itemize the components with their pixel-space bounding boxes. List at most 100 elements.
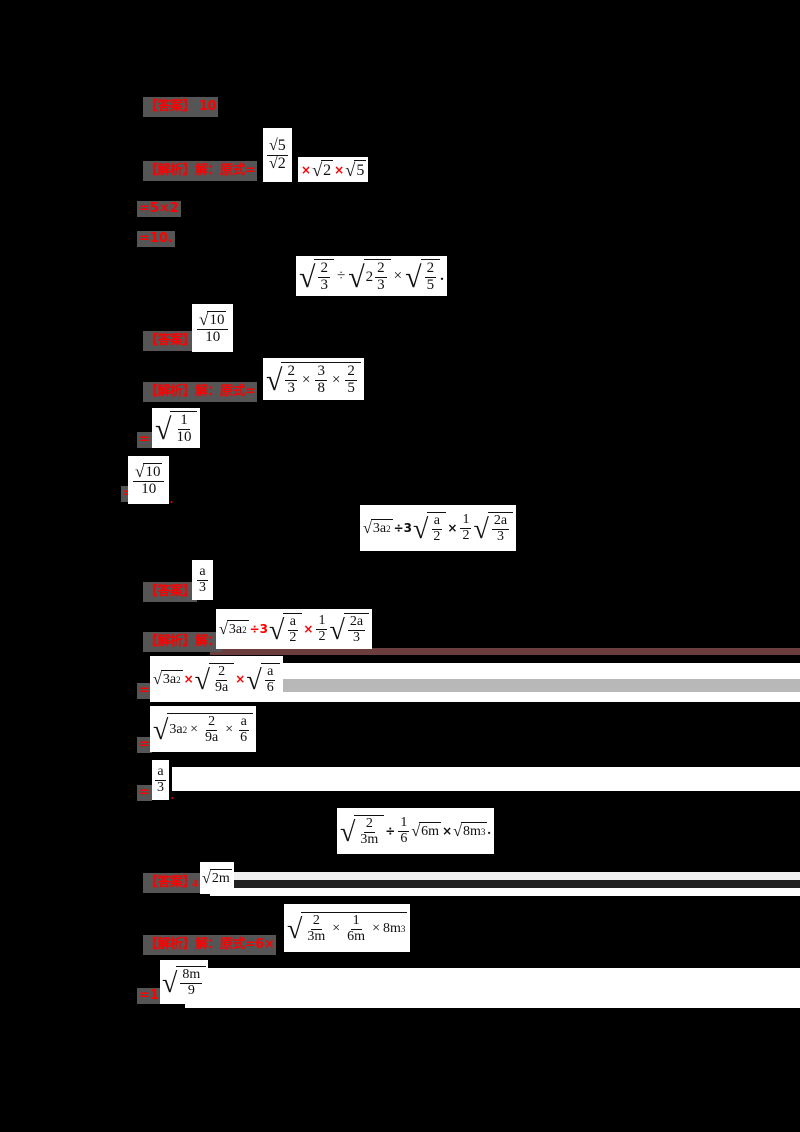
fraction-numerator: 1 — [460, 511, 472, 529]
radical-icon: √ — [340, 817, 356, 849]
answer-label: 【答案】 10 — [143, 97, 219, 117]
radicand: 10 — [143, 462, 163, 480]
sqrt: √ 5 — [345, 159, 367, 181]
radical-icon: √ — [162, 968, 178, 1000]
radical-icon: √ — [345, 160, 356, 181]
fraction-denominator: 10 — [141, 480, 157, 497]
times-operator: × — [334, 162, 345, 177]
artifact-stripe — [210, 872, 800, 880]
fraction-denominator: 2 — [318, 628, 326, 644]
formula-image: × √ 2 × √ 5 — [298, 157, 369, 182]
fraction-numerator: a — [287, 613, 298, 631]
radicand: 3a — [372, 521, 387, 536]
divide-operator: ÷ — [336, 267, 346, 284]
fraction-numerator: 2a — [491, 512, 510, 530]
step-formula: √ 10 10 — [128, 456, 170, 504]
period: . — [170, 492, 173, 506]
radicand: 10 — [207, 310, 227, 328]
analysis-label: 【解析】解：原式=6× — [143, 935, 277, 955]
radicand: 2m — [209, 869, 232, 886]
fraction-numerator: 2 — [375, 259, 387, 278]
analysis-label: 【解析】解：原式= — [143, 382, 258, 402]
times-operator: × — [183, 672, 194, 686]
period: . — [487, 823, 491, 838]
radical-icon: √ — [411, 822, 421, 840]
exponent: 3 — [400, 924, 406, 934]
answer-formula: √ 2m — [200, 862, 234, 894]
divide-operator: ÷3 — [249, 622, 269, 636]
fraction-numerator: a — [238, 713, 249, 731]
fraction-denominator: 9 — [187, 982, 195, 998]
times-operator: × — [393, 267, 403, 284]
analysis-label: 【解析】解：原式= — [143, 161, 258, 181]
fraction-denominator: 5 — [426, 276, 435, 293]
radical-icon: √ — [246, 665, 262, 697]
step-formula: √ 1 10 — [152, 408, 201, 448]
step-line: = — [137, 785, 152, 801]
base: 8m — [382, 921, 401, 936]
times-operator: × — [442, 824, 453, 838]
step-formula: √ 8m 9 — [160, 960, 209, 1004]
fraction-numerator: a — [155, 763, 166, 781]
radical-icon: √ — [266, 364, 283, 398]
fraction-numerator: a — [431, 512, 442, 530]
step-line: =10. — [137, 231, 175, 247]
step-formula: √ 3a 2 × √ 2 9a × √ a 6 — [150, 656, 283, 702]
fraction-denominator: 9a — [205, 729, 219, 745]
radical-icon: √ — [194, 665, 211, 697]
fraction-denominator: 3 — [496, 528, 504, 544]
times-operator: × — [332, 921, 341, 936]
radical-icon: √ — [312, 160, 323, 181]
fraction-denominator: 9a — [215, 679, 229, 695]
sqrt: √ 2 — [312, 159, 334, 181]
fraction-denominator: 6 — [400, 830, 408, 846]
radical-icon: √ — [202, 869, 211, 887]
fraction-numerator: 2 — [424, 259, 437, 278]
radicand: 6m — [419, 822, 442, 839]
fraction-denominator: 8 — [317, 379, 325, 396]
fraction-denominator: 5 — [347, 379, 355, 396]
artifact-stripe — [262, 663, 800, 679]
radicand: 8m — [462, 824, 481, 839]
radicand: 3a — [228, 622, 243, 637]
step-line: = — [137, 683, 152, 699]
radicand: 5 — [354, 159, 367, 179]
fraction-numerator: √5 — [267, 136, 288, 156]
artifact-stripe — [185, 968, 800, 1008]
step-line: =5×2 — [137, 201, 181, 217]
exponent: 2 — [242, 625, 247, 635]
exponent: 2 — [386, 524, 391, 534]
formula-image: √5 √2 — [263, 128, 292, 182]
radical-icon: √ — [269, 615, 285, 647]
fraction-denominator: 6 — [266, 679, 274, 695]
sqrt: √ 1 10 — [155, 410, 198, 446]
radical-icon: √ — [329, 615, 345, 647]
fraction-denominator: 3 — [352, 629, 360, 645]
times-operator: × — [303, 622, 314, 636]
fraction-denominator: 10 — [205, 328, 221, 345]
question-formula: √ 2 3 ÷ √ 2 2 3 × √ 2 5 . — [296, 256, 447, 296]
fraction-denominator: 2 — [462, 527, 470, 543]
times-operator: × — [447, 521, 458, 535]
fraction-numerator: a — [197, 563, 208, 581]
step-line: = — [137, 737, 152, 753]
answer-label: 【答案】 — [143, 873, 198, 893]
fraction-numerator: 1 — [178, 411, 190, 430]
fraction-numerator: 2 — [318, 259, 330, 278]
answer-label: 【答案】 — [143, 582, 198, 602]
fraction-denominator: 2 — [433, 528, 441, 544]
times-operator: × — [235, 672, 246, 686]
radical-icon: √ — [413, 514, 429, 546]
fraction-denominator: 3 — [287, 379, 295, 396]
sqrt: √ 2 3 — [299, 258, 334, 294]
fraction-denominator: 3 — [320, 276, 328, 293]
fraction: √5 √2 — [267, 136, 288, 173]
answer-value: 10 — [199, 99, 217, 114]
fraction-numerator: 2a — [347, 613, 366, 631]
fraction-numerator: 2 — [310, 912, 322, 930]
fraction-denominator: 2 — [289, 629, 297, 645]
